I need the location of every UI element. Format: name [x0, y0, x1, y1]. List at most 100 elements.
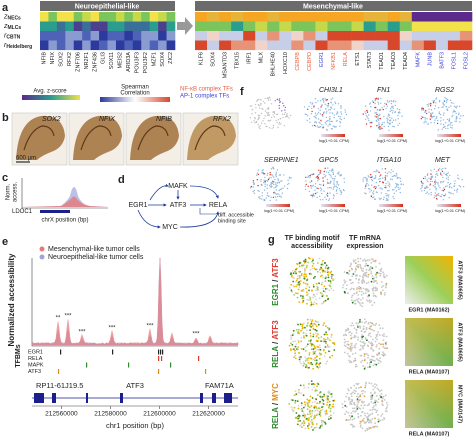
- cell-dot: [293, 406, 296, 409]
- cell-dot: [332, 188, 334, 190]
- cell-dot: [302, 364, 305, 367]
- cell-dot: [430, 178, 432, 180]
- cell-dot: [253, 120, 255, 122]
- cell-dot: [425, 110, 427, 112]
- cell-dot: [307, 115, 309, 117]
- cell-dot: [354, 410, 356, 413]
- heatmap-cell: [279, 12, 292, 22]
- cell-dot: [368, 419, 371, 422]
- cell-dot: [349, 403, 351, 405]
- cell-dot: [361, 341, 364, 344]
- cell-dot: [288, 403, 291, 405]
- cell-dot: [391, 178, 393, 181]
- cell-dot: [298, 332, 300, 335]
- cell-dot: [300, 356, 302, 358]
- cell-dot: [374, 98, 376, 100]
- cell-dot: [307, 256, 310, 259]
- cell-dot: [309, 362, 312, 365]
- cell-dot: [270, 196, 272, 198]
- axis: [21, 178, 108, 209]
- cell-dot: [307, 322, 309, 324]
- cell-dot: [372, 192, 374, 194]
- cell-dot: [350, 350, 352, 352]
- cell-dot: [323, 333, 326, 336]
- cell-dot: [327, 125, 329, 127]
- cell-dot: [330, 187, 332, 189]
- cell-dot: [377, 398, 380, 401]
- heatmap-cell: [435, 21, 449, 32]
- heatmap-cell: [141, 12, 150, 22]
- cell-dot: [384, 286, 387, 289]
- cell-dot: [373, 408, 375, 411]
- cell-dot: [324, 277, 327, 280]
- cell-dot: [378, 118, 380, 120]
- cell-dot: [365, 184, 367, 186]
- cell-dot: [265, 197, 267, 199]
- cell-dot: [395, 185, 398, 188]
- cell-dot: [455, 112, 457, 115]
- cell-dot: [306, 343, 309, 346]
- axis-label: RELA (MA0107): [409, 431, 450, 437]
- heatmap-cell: [387, 21, 401, 32]
- cell-dot: [443, 187, 445, 189]
- cell-dot: [279, 195, 281, 197]
- cell-dot: [397, 184, 400, 186]
- cell-dot: [372, 323, 375, 326]
- cell-dot: [421, 190, 423, 192]
- cell-dot: [320, 170, 322, 172]
- heatmap-cell: [82, 21, 91, 32]
- cell-dot: [298, 286, 301, 288]
- cell-dot: [297, 404, 300, 407]
- cell-dot: [260, 184, 262, 186]
- heatmap-cell: [243, 21, 256, 32]
- cell-dot: [290, 406, 293, 409]
- cell-dot: [339, 122, 342, 124]
- cell-dot: [345, 287, 348, 290]
- cell-dot: [317, 337, 320, 339]
- cell-dot: [311, 103, 313, 105]
- cell-dot: [276, 182, 278, 184]
- arrow: [137, 209, 161, 229]
- heatmap-cell: [158, 21, 167, 32]
- cell-dot: [312, 277, 315, 279]
- cell-dot: [322, 183, 325, 185]
- cell-dot: [259, 99, 261, 101]
- cell-dot: [260, 104, 262, 106]
- cell-dot: [359, 257, 362, 260]
- cell-dot: [303, 267, 306, 270]
- cell-dot: [378, 127, 380, 130]
- cell-dot: [278, 123, 280, 125]
- annotation: diff. accessible: [218, 212, 254, 218]
- cell-dot: [457, 174, 459, 176]
- cell-dot: [252, 186, 254, 188]
- cell-dot: [349, 416, 352, 419]
- cell-dot: [452, 111, 454, 113]
- cell-dot: [373, 405, 375, 407]
- cell-dot: [263, 117, 265, 120]
- cell-dot: [334, 125, 336, 128]
- cell-dot: [364, 111, 366, 113]
- cell-dot: [349, 345, 352, 348]
- cell-dot: [369, 188, 371, 190]
- cell-dot: [445, 127, 447, 130]
- cell-dot: [386, 100, 389, 102]
- cell-dot: [359, 319, 361, 321]
- heatmap-cell: [195, 31, 208, 41]
- exon: [212, 393, 216, 403]
- cell-dot: [256, 172, 259, 174]
- cell-dot: [433, 99, 435, 102]
- cell-dot: [333, 114, 335, 116]
- cell-dot: [382, 343, 385, 346]
- cell-dot: [382, 177, 384, 179]
- cell-dot: [349, 265, 351, 268]
- stain-label: RFX2: [213, 116, 231, 123]
- cell-dot: [384, 410, 387, 412]
- cell-dot: [375, 116, 377, 118]
- cell-dot: [453, 105, 456, 108]
- cell-dot: [363, 355, 366, 358]
- column-title: TF mRNA: [349, 235, 381, 242]
- cell-dot: [312, 353, 315, 355]
- cell-dot: [361, 392, 364, 395]
- cell-dot: [312, 262, 315, 265]
- cell-dot: [350, 287, 353, 290]
